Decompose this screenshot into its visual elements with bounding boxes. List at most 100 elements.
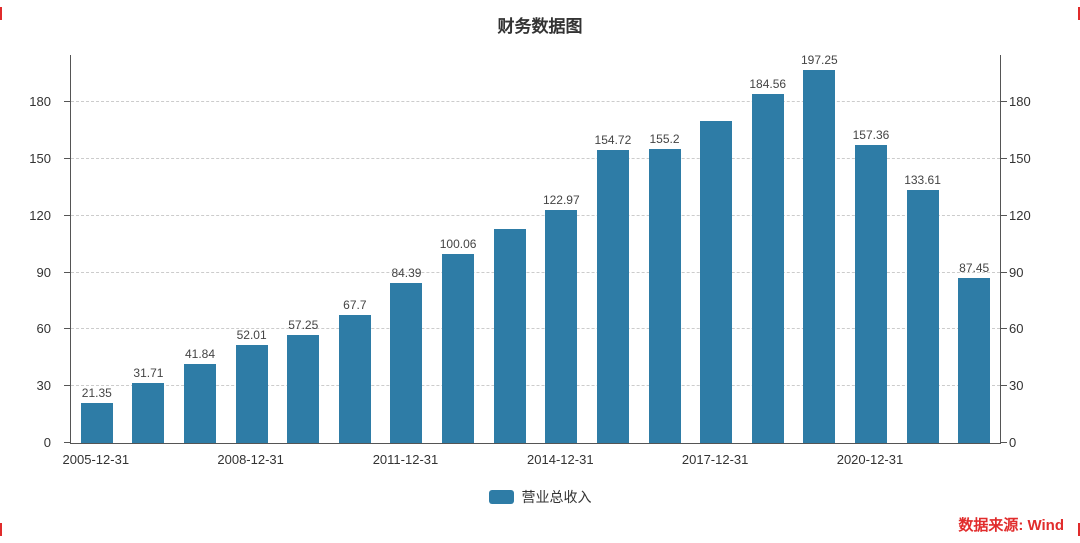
x-tick-label-2017-12-31: 2017-12-31 — [681, 452, 749, 467]
y-tickmark — [1001, 101, 1007, 103]
chart-title: 财务数据图 — [497, 17, 583, 36]
y-tickmark — [64, 385, 70, 387]
gridline-150 — [71, 158, 1000, 160]
crop-mark-top-right — [1078, 7, 1080, 20]
bar-slot-2014-12-31: 122.97 — [535, 55, 587, 443]
crop-mark-bottom-right — [1078, 523, 1080, 536]
y-tickmark — [1001, 442, 1007, 443]
bar-2022-12-31[interactable] — [958, 277, 991, 443]
bar-slot-2006-12-31: 31.71 — [123, 55, 175, 443]
gridline-90 — [71, 271, 1000, 273]
bar-slot-2021-12-31: 133.61 — [897, 55, 949, 443]
bar-value-label: 67.7 — [343, 297, 367, 312]
bar-slot-2005-12-31: 21.35 — [71, 55, 123, 443]
bar-slot-2017-12-31 — [690, 55, 742, 443]
y-tick-label-0: 0 — [1009, 435, 1017, 450]
crop-mark-bottom-left — [0, 523, 2, 536]
bar-slot-2007-12-31: 41.84 — [174, 55, 226, 443]
bar-value-label: 155.2 — [649, 132, 680, 147]
plot-area: 21.35 31.71 41.84 52.01 57.25 67.7 84.39 100.06… — [64, 53, 1007, 444]
y-tick-label-90: 90 — [36, 264, 51, 280]
bar-2008-12-31[interactable] — [235, 344, 268, 443]
legend-label: 营业总收入 — [521, 489, 592, 505]
y-tick-label-180: 180 — [29, 94, 51, 110]
bar-slot-2015-12-31: 154.72 — [587, 55, 639, 443]
bar-value-label: 41.84 — [185, 346, 216, 361]
bar-value-label: 57.25 — [288, 317, 319, 332]
y-tickmark — [64, 328, 70, 330]
bar-value-label: 197.25 — [800, 52, 838, 67]
gridline-30 — [71, 385, 1000, 387]
gridline-180 — [71, 101, 1000, 103]
crop-mark-top-left — [0, 7, 2, 20]
bar-slot-2012-12-31: 100.06 — [432, 55, 484, 443]
y-tickmark — [64, 158, 70, 160]
bar-value-label: 52.01 — [236, 327, 267, 342]
y-tickmark — [64, 271, 70, 273]
bar-2010-12-31[interactable] — [338, 314, 371, 443]
y-tick-label-180: 180 — [1009, 94, 1031, 110]
y-tick-label-120: 120 — [29, 207, 51, 223]
bar-2017-12-31[interactable] — [700, 121, 733, 443]
y-axis-right: 0 30 60 90 120 150 180 — [1000, 55, 1062, 450]
bar-value-label: 154.72 — [594, 133, 632, 148]
y-tick-label-30: 30 — [1009, 378, 1024, 394]
y-tick-label-60: 60 — [1009, 321, 1024, 337]
bar-2005-12-31[interactable] — [80, 402, 113, 443]
bar-slot-2016-12-31: 155.2 — [639, 55, 691, 443]
bar-2011-12-31[interactable] — [390, 283, 423, 443]
bar-2016-12-31[interactable] — [648, 149, 681, 443]
bar-value-label: 21.35 — [81, 385, 112, 400]
bar-value-label: 122.97 — [542, 193, 580, 208]
y-tick-label-120: 120 — [1009, 207, 1031, 223]
y-tickmark — [64, 101, 70, 103]
bar-slot-2013-12-31 — [484, 55, 536, 443]
bar-value-label: 157.36 — [852, 128, 890, 143]
y-tickmark — [1001, 328, 1007, 330]
bar-value-label: 84.39 — [391, 266, 422, 281]
bar-2007-12-31[interactable] — [184, 363, 217, 443]
bar-value-label: 133.61 — [904, 173, 941, 188]
bar-2018-12-31[interactable] — [751, 93, 784, 443]
y-tick-label-60: 60 — [36, 321, 51, 337]
x-tick-label-2020-12-31: 2020-12-31 — [836, 452, 904, 467]
gridline-120 — [71, 214, 1000, 216]
bar-slot-2010-12-31: 67.7 — [329, 55, 381, 443]
y-tickmark — [1001, 271, 1007, 273]
bar-2009-12-31[interactable] — [287, 334, 320, 443]
bar-2006-12-31[interactable] — [132, 382, 165, 443]
data-source-note: 数据来源: Wind — [958, 517, 1064, 534]
bar-slot-2009-12-31: 57.25 — [277, 55, 329, 443]
y-tick-label-0: 0 — [43, 435, 51, 450]
bar-slot-2019-12-31: 197.25 — [794, 53, 846, 443]
y-tickmark — [64, 442, 70, 443]
y-tickmark — [64, 214, 70, 216]
y-tick-label-150: 150 — [1009, 151, 1031, 167]
y-tickmark — [1001, 385, 1007, 387]
x-tick-label-2011-12-31: 2011-12-31 — [372, 452, 439, 467]
bar-slot-2020-12-31: 157.36 — [845, 55, 897, 443]
y-tickmark — [1001, 214, 1007, 216]
legend-swatch — [488, 490, 514, 504]
bar-2013-12-31[interactable] — [493, 229, 526, 443]
bar-slot-2022-12-31: 87.45 — [948, 55, 1000, 443]
bar-value-label: 31.71 — [133, 365, 164, 380]
bar-2019-12-31[interactable] — [803, 69, 836, 443]
bar-slot-2018-12-31: 184.56 — [742, 55, 794, 443]
x-axis-labels: 2005-12-31 2008-12-31 2011-12-31 2014-12-31… — [63, 452, 999, 472]
bar-2014-12-31[interactable] — [545, 210, 578, 443]
bar-value-label: 184.56 — [749, 76, 787, 91]
bar-value-label: 87.45 — [959, 260, 990, 275]
y-tick-label-90: 90 — [1009, 264, 1024, 280]
bar-2021-12-31[interactable] — [906, 190, 939, 443]
bars-layer: 21.35 31.71 41.84 52.01 57.25 67.7 84.39 100.06… — [71, 53, 1000, 443]
y-tick-label-150: 150 — [29, 151, 51, 167]
bar-2020-12-31[interactable] — [854, 145, 887, 443]
gridline-60 — [71, 328, 1000, 330]
bar-2015-12-31[interactable] — [596, 150, 629, 443]
bar-2012-12-31[interactable] — [442, 253, 475, 443]
legend-item-revenue[interactable]: 营业总收入 — [0, 488, 1080, 506]
bar-slot-2008-12-31: 52.01 — [226, 55, 278, 443]
y-tick-label-30: 30 — [36, 378, 51, 394]
